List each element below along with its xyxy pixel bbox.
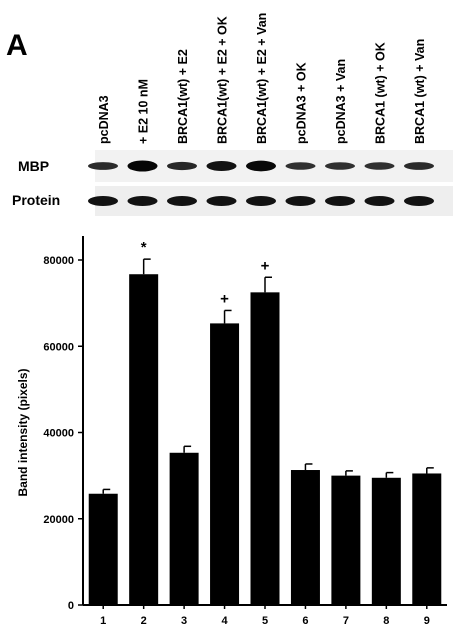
x-tick-label: 8: [383, 615, 389, 627]
bar: [88, 493, 118, 605]
x-tick-label: 3: [181, 615, 187, 627]
lane-label: pcDNA3: [97, 95, 111, 144]
lane-label: BRCA1(wt) + E2: [176, 49, 190, 144]
blot-row-label-protein: Protein: [12, 192, 60, 208]
mbp-band: [246, 160, 276, 172]
x-tick-label: 2: [141, 615, 147, 627]
protein-band: [246, 196, 276, 206]
lane-label: BRCA1(wt) + E2 + Van: [255, 13, 269, 144]
x-tick-label: 9: [424, 615, 430, 627]
bar: [371, 477, 401, 605]
bar: [412, 473, 442, 605]
bar: [210, 323, 240, 605]
bar-chart: 0 20000 40000 60000 80000 1 2 3 4 5 6 7 8 9 * + + Band…: [16, 236, 447, 627]
x-tick-label: 4: [221, 615, 228, 627]
lane-label: pcDNA3 + OK: [295, 62, 309, 144]
protein-band: [285, 196, 316, 206]
significance-marker: +: [220, 290, 229, 307]
y-tick-label: 0: [68, 600, 74, 612]
mbp-band: [404, 162, 434, 170]
significance-marker: +: [261, 257, 270, 274]
significance-marker: *: [141, 239, 147, 256]
protein-band: [127, 196, 158, 206]
mbp-band: [127, 160, 158, 172]
mbp-band: [167, 161, 197, 171]
mbp-band: [88, 162, 118, 170]
bars: [88, 258, 442, 605]
x-axis: 1 2 3 4 5 6 7 8 9: [83, 604, 447, 627]
bar: [169, 452, 199, 605]
x-tick-label: 7: [343, 615, 349, 627]
bar: [129, 274, 159, 605]
mbp-band: [206, 161, 237, 171]
y-axis-title: Band intensity (pixels): [16, 368, 30, 496]
protein-band: [167, 196, 197, 206]
lane-label: BRCA1 (wt) + OK: [374, 42, 388, 144]
x-tick-label: 1: [100, 615, 106, 627]
protein-band: [364, 196, 395, 206]
lane-label: + E2 10 nM: [137, 79, 151, 144]
y-tick-label: 60000: [43, 341, 74, 353]
panel-label: A: [6, 29, 28, 62]
bar: [331, 475, 361, 605]
blot-row-label-mbp: MBP: [18, 158, 49, 174]
x-tick-label: 6: [302, 615, 308, 627]
y-tick-label: 20000: [43, 514, 74, 526]
y-tick-label: 80000: [43, 255, 74, 267]
lane-label: BRCA1 (wt) + Van: [413, 39, 427, 144]
protein-band: [325, 196, 355, 206]
y-tick-label: 40000: [43, 428, 74, 440]
lane-labels: pcDNA3 + E2 10 nM BRCA1(wt) + E2 BRCA1(wt) …: [97, 13, 427, 144]
x-tick-label: 5: [262, 615, 268, 627]
bar: [250, 292, 280, 605]
protein-band: [88, 196, 118, 206]
protein-band: [404, 196, 434, 206]
mbp-band: [364, 162, 395, 170]
mbp-band: [325, 162, 355, 170]
bar: [290, 470, 320, 605]
chart-labels: * + +: [141, 239, 270, 307]
y-axis: 0 20000 40000 60000 80000: [43, 236, 84, 612]
lane-label: pcDNA3 + Van: [334, 59, 348, 144]
blot-bands: [88, 160, 434, 206]
mbp-band: [285, 162, 316, 170]
lane-label: BRCA1(wt) + E2 + OK: [216, 16, 230, 144]
protein-band: [206, 196, 237, 206]
